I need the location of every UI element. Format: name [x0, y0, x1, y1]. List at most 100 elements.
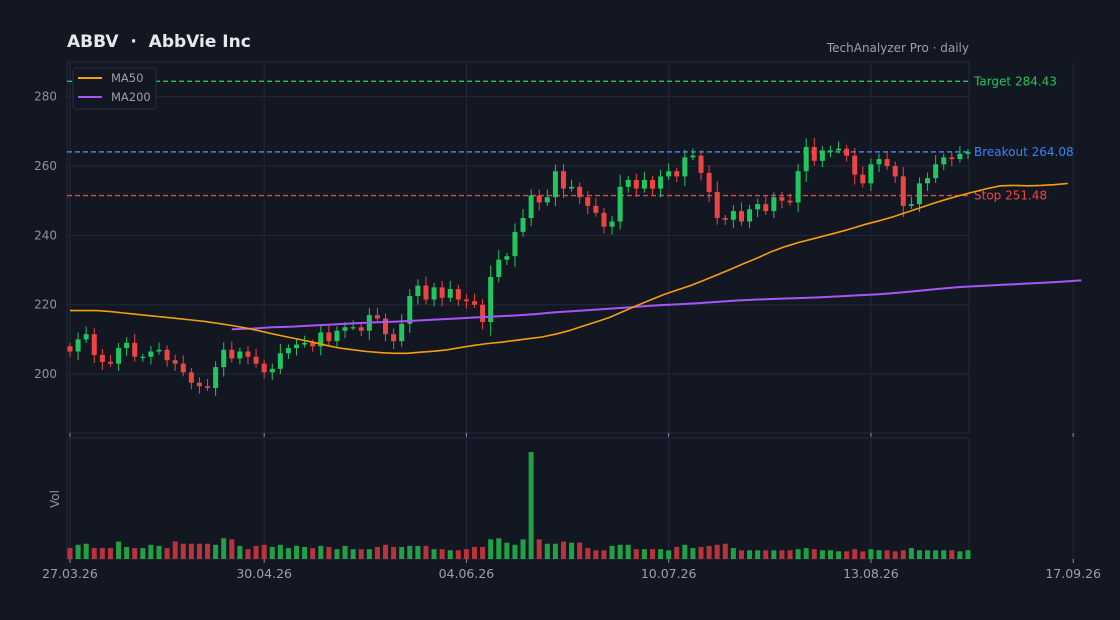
volume-bar	[67, 548, 73, 559]
volume-bar	[941, 550, 947, 559]
candle	[285, 344, 291, 359]
candle	[698, 150, 704, 181]
volume-bar	[763, 550, 769, 559]
volume-bar	[423, 545, 429, 559]
candle	[577, 182, 583, 204]
candle	[520, 209, 526, 237]
volume-bar	[682, 544, 688, 559]
candle	[294, 339, 300, 356]
volume-bar	[609, 545, 615, 559]
volume-bar	[876, 550, 882, 559]
candle	[941, 153, 947, 171]
candle	[585, 191, 591, 215]
candle	[544, 189, 550, 206]
candle	[633, 173, 639, 197]
candle	[407, 289, 413, 333]
candle	[892, 161, 898, 183]
candle	[277, 343, 283, 374]
candle	[649, 175, 655, 195]
volume-bar	[933, 550, 939, 559]
volume-bar	[844, 551, 850, 559]
volume-bar	[480, 546, 486, 559]
candle	[124, 337, 130, 356]
y-tick-label: 240	[34, 228, 57, 242]
candle	[188, 367, 194, 390]
candle	[528, 189, 534, 227]
volume-bar	[471, 546, 478, 559]
volume-bar	[439, 549, 445, 559]
y-tick-label: 280	[34, 90, 57, 104]
volume-bar	[552, 543, 558, 559]
candle	[552, 164, 558, 206]
volume-bar	[415, 545, 421, 559]
y-tick-label: 260	[34, 159, 57, 173]
volume-bar	[965, 550, 971, 559]
candle	[900, 167, 906, 218]
candle	[560, 163, 567, 199]
candle	[755, 198, 761, 218]
candle	[205, 378, 211, 391]
volume-bar	[512, 544, 518, 559]
volume-bar	[617, 544, 623, 559]
volume-bar	[722, 543, 728, 559]
candle	[261, 359, 267, 379]
candle	[658, 169, 664, 198]
volume-bar	[245, 549, 251, 559]
volume-bar	[140, 548, 146, 559]
volume-bar	[124, 546, 130, 559]
legend-label-ma200: MA200	[111, 90, 151, 104]
candle	[771, 192, 777, 219]
candle	[593, 197, 599, 217]
candle	[666, 163, 672, 180]
candle	[196, 377, 202, 394]
candle	[617, 174, 623, 230]
candle	[318, 325, 324, 356]
volume-bar	[884, 550, 890, 559]
volume-bar	[852, 549, 858, 559]
candle	[674, 167, 680, 183]
volume-bar	[674, 546, 680, 559]
volume-bar	[399, 546, 405, 559]
volume-bar	[730, 548, 736, 559]
candle	[116, 342, 122, 371]
candle	[480, 299, 486, 330]
volume-bar	[172, 541, 178, 559]
brand-label: TechAnalyzer Pro · daily	[826, 41, 969, 55]
volume-bar	[463, 549, 469, 559]
volume-bar	[391, 546, 397, 559]
volume-bar	[116, 541, 122, 559]
candle	[957, 146, 963, 163]
volume-bar	[285, 548, 291, 559]
candle	[164, 345, 170, 367]
candle	[876, 153, 882, 172]
candle	[91, 328, 97, 363]
candle	[366, 307, 372, 340]
volume-bar	[544, 543, 550, 559]
candle	[423, 276, 429, 305]
x-tick-label: 10.07.26	[641, 566, 697, 581]
volume-bar	[383, 544, 389, 559]
candle	[779, 191, 785, 209]
volume-bar	[342, 545, 348, 559]
candle	[75, 332, 81, 361]
volume-bar	[237, 545, 243, 559]
volume-bar	[641, 549, 647, 559]
volume-bar	[908, 548, 914, 559]
candle	[350, 320, 356, 331]
candle	[965, 149, 971, 159]
candle	[156, 342, 162, 355]
volume-bar	[892, 551, 898, 559]
volume-bar	[407, 545, 413, 559]
volume-bar	[536, 539, 542, 559]
volume-bar	[560, 541, 567, 559]
candle	[641, 171, 647, 193]
volume-bar	[261, 544, 267, 559]
volume-bar	[447, 550, 453, 559]
candle	[374, 307, 380, 322]
candle	[504, 252, 510, 266]
volume-bar	[690, 548, 696, 559]
volume-bar	[827, 550, 833, 559]
candle	[836, 141, 842, 154]
